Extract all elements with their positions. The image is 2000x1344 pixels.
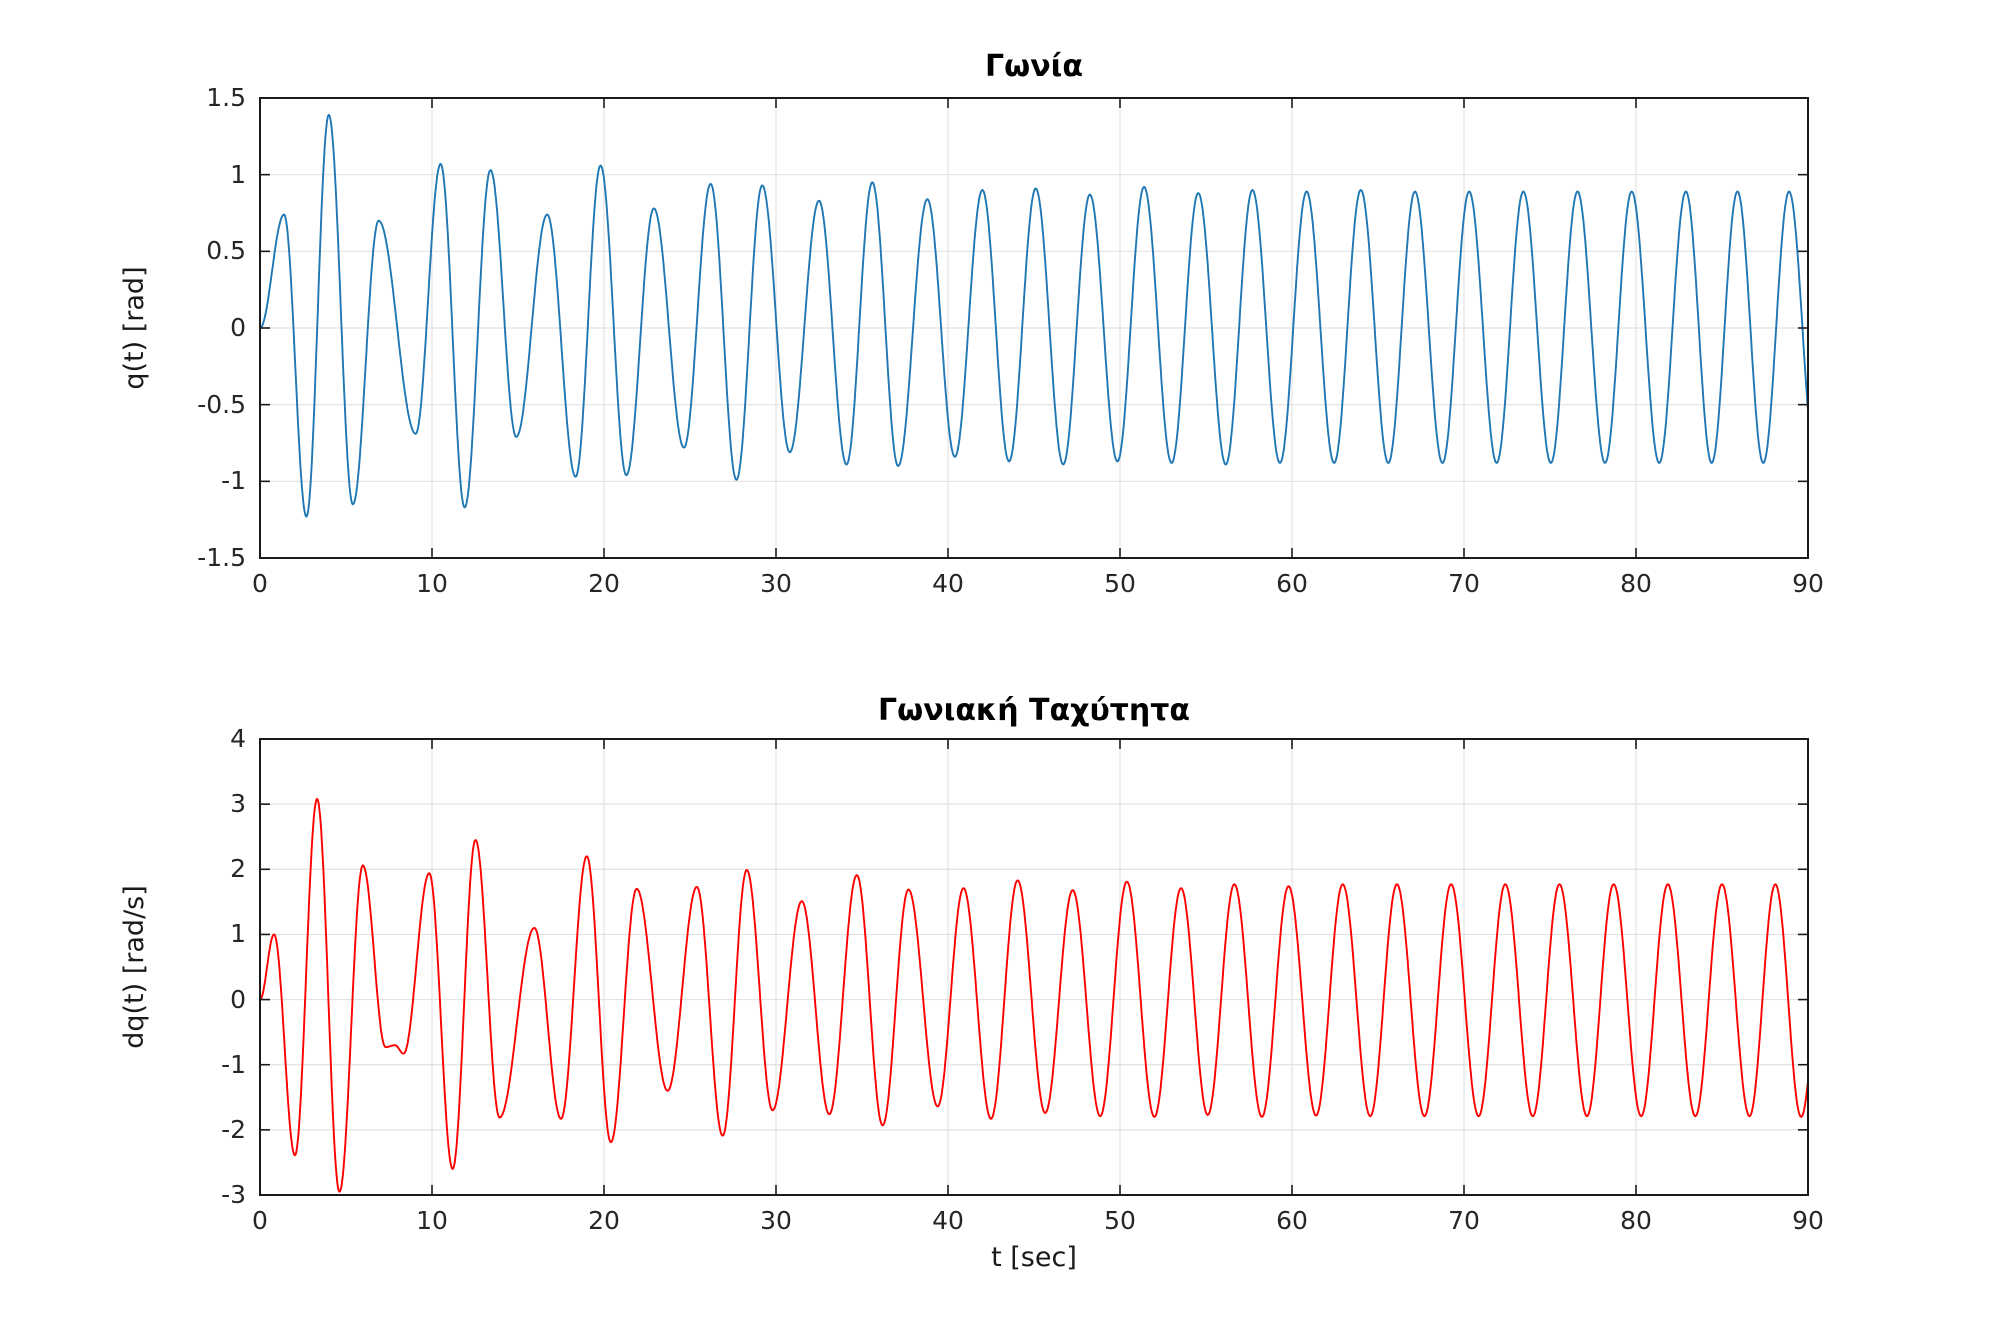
y-tick-label: -3 [221,1180,246,1209]
x-tick-label: 50 [1104,569,1136,598]
y-tick-label: 3 [230,789,246,819]
y-tick-label: -0.5 [197,389,246,419]
x-tick-label: 10 [416,1206,448,1235]
x-tick-label: 60 [1276,1206,1308,1235]
x-tick-label: 50 [1104,1206,1136,1235]
y-tick-label: 4 [230,724,246,753]
plot1-ylabel: q(t) [rad] [119,266,150,390]
y-tick-label: -1 [221,1049,246,1079]
y-tick-label: -2 [221,1114,246,1144]
x-tick-label: 20 [588,569,620,598]
plot1-title: Γωνία [985,49,1083,84]
y-tick-label: -1.5 [197,543,246,572]
y-tick-label: 1 [230,159,246,189]
x-tick-label: 90 [1792,1206,1824,1235]
x-tick-label: 20 [588,1206,620,1235]
x-tick-label: 0 [252,1206,268,1235]
x-tick-label: 0 [252,569,268,598]
y-tick-label: 2 [230,854,246,884]
y-tick-label: -1 [221,466,246,496]
series-line-dqt [259,797,1809,1193]
x-tick-label: 40 [932,1206,964,1235]
x-tick-label: 80 [1620,1206,1652,1235]
y-tick-label: 0.5 [206,236,246,266]
y-tick-label: 1 [230,919,246,949]
x-tick-label: 90 [1792,569,1824,598]
x-tick-label: 10 [416,569,448,598]
plot2-xlabel: t [sec] [991,1242,1077,1273]
x-tick-label: 30 [760,569,792,598]
plot2-title: Γωνιακή Ταχύτητα [878,693,1190,728]
x-tick-label: 80 [1620,569,1652,598]
y-tick-label: 0 [230,984,246,1014]
axes-box [259,738,1809,1196]
y-tick-label: 1.5 [206,83,246,112]
x-tick-label: 70 [1448,1206,1480,1235]
x-tick-label: 40 [932,569,964,598]
x-tick-label: 70 [1448,569,1480,598]
x-tick-label: 60 [1276,569,1308,598]
plot2-ylabel: dq(t) [rad/s] [119,885,150,1049]
x-tick-label: 30 [760,1206,792,1235]
y-tick-label: 0 [230,313,246,342]
series-line-qt [259,113,1809,518]
